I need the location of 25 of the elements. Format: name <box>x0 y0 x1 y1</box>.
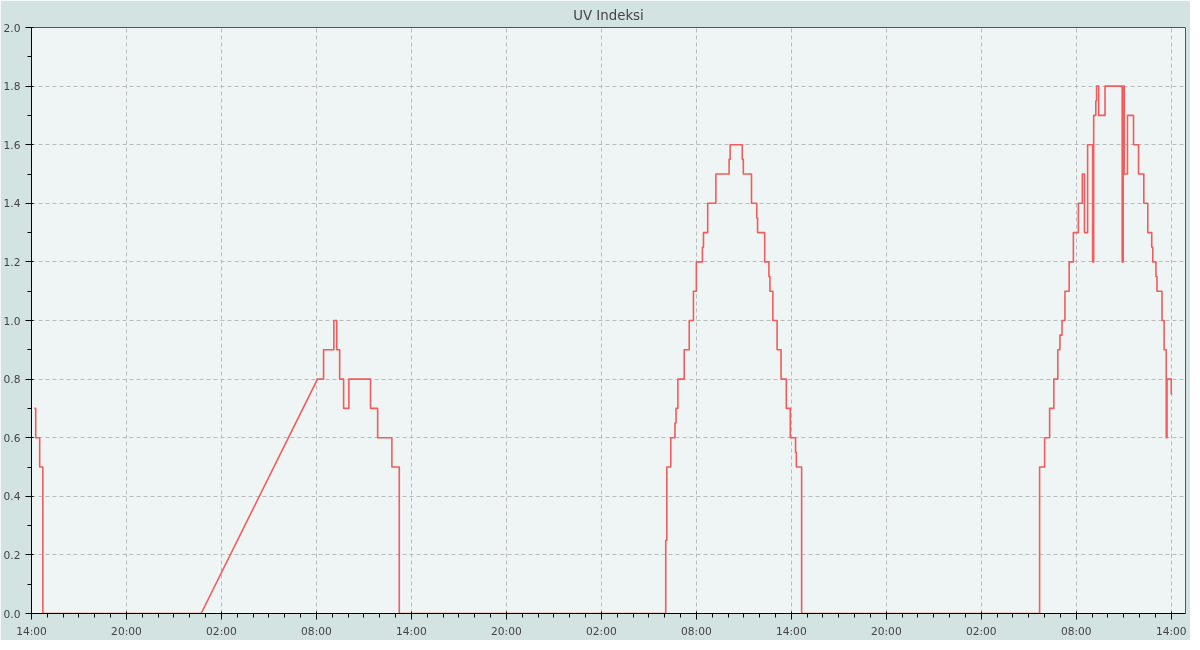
y-tick-label: 1.8 <box>3 80 21 94</box>
x-tick-label: 14:00 <box>775 624 807 638</box>
x-tick-label: 20:00 <box>111 624 143 638</box>
y-tick-label: 0.2 <box>3 548 21 562</box>
x-tick-label: 14:00 <box>16 624 48 638</box>
y-tick-label: 0.6 <box>3 431 21 445</box>
y-tick-label: 1.4 <box>3 197 21 211</box>
y-tick-label: 0.4 <box>3 490 21 504</box>
chart-title: UV Indeksi <box>573 7 644 23</box>
x-tick-label: 14:00 <box>396 624 427 638</box>
y-tick-label: 1.6 <box>3 138 21 152</box>
x-tick-label: 14:00 <box>1155 624 1187 638</box>
y-tick-label: 0.0 <box>3 607 21 621</box>
x-tick-label: 02:00 <box>965 624 997 638</box>
x-tick-label: 02:00 <box>206 624 238 638</box>
x-tick-label: 20:00 <box>870 624 902 638</box>
y-tick-label: 0.8 <box>3 373 21 387</box>
x-tick-label: 02:00 <box>586 624 617 638</box>
y-tick-label: 1.2 <box>3 255 21 269</box>
x-tick-label: 08:00 <box>301 624 333 638</box>
x-tick-label: 20:00 <box>491 624 522 638</box>
y-tick-label: 2.0 <box>3 21 21 35</box>
y-tick-label: 1.0 <box>3 314 21 328</box>
x-tick-label: 08:00 <box>681 624 712 638</box>
x-tick-label: 08:00 <box>1060 624 1092 638</box>
